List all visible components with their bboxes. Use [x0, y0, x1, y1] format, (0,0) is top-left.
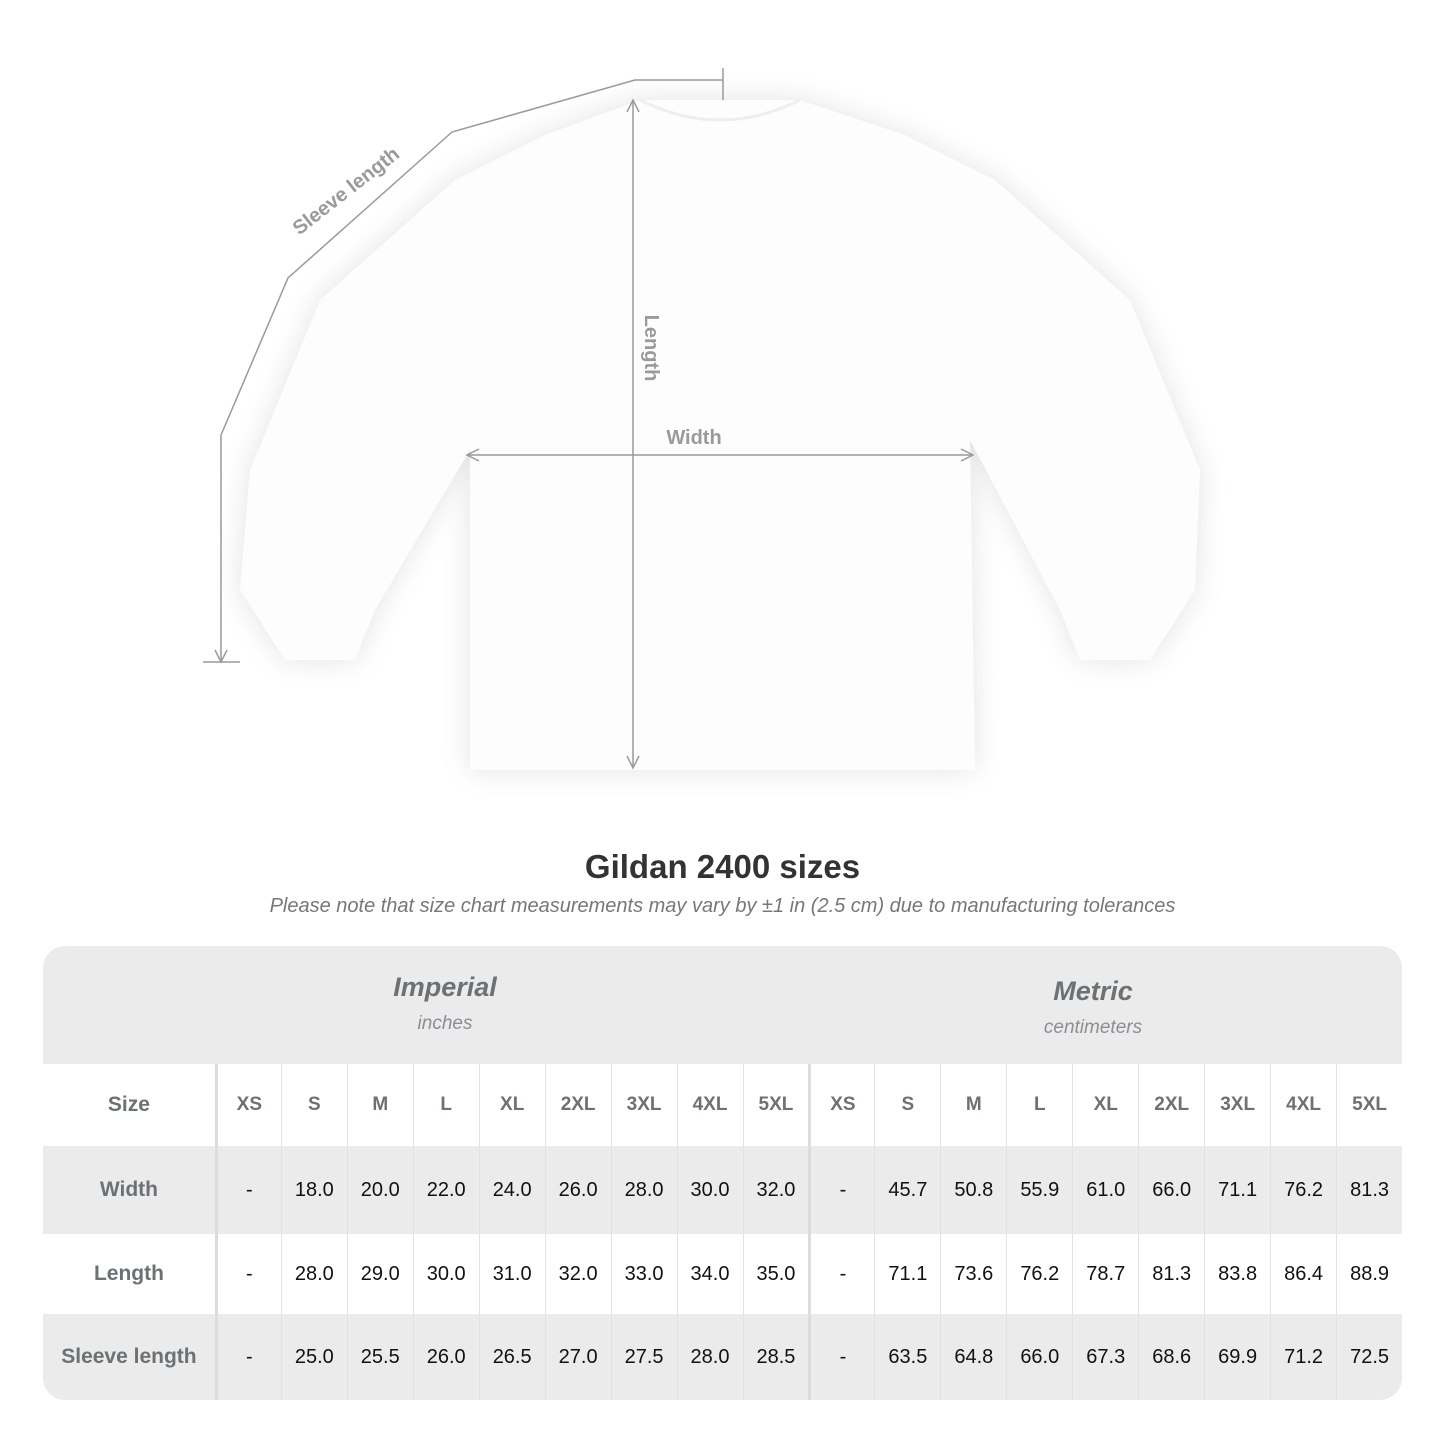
metric-value-cell: 81.3 [1336, 1146, 1402, 1234]
imperial-value-cell: 27.5 [610, 1314, 677, 1400]
metric-value-cell: 81.3 [1138, 1234, 1204, 1314]
size-header-cell: 3XL [610, 1064, 677, 1146]
metric-value-cell: 69.9 [1204, 1314, 1270, 1400]
page-title: Gildan 2400 sizes [584, 848, 861, 885]
size-header-cell: 2XL [1138, 1064, 1204, 1146]
imperial-value-cell: 22.0 [412, 1146, 479, 1234]
size-header-cell: S [874, 1064, 940, 1146]
metric-value-cell: 83.8 [1204, 1234, 1270, 1314]
metric-value-cell: 86.4 [1270, 1234, 1336, 1314]
imperial-value-cell: 32.0 [544, 1234, 611, 1314]
size-header-cell: L [1006, 1064, 1072, 1146]
imperial-value-cell: - [214, 1146, 281, 1234]
row-label: Size [107, 1093, 150, 1116]
size-header-cell: 2XL [544, 1064, 611, 1146]
imperial-value-cell: 32.0 [742, 1146, 809, 1234]
table-header-row: Size XS S M L XL 2XL 3XL 4XL 5XL XS S M L XL 2XL 3XL 4XL 5… [43, 1064, 1402, 1146]
imperial-header: Imperial inches [215, 972, 675, 1035]
table-header-band [43, 946, 1402, 1064]
row-label: Width [99, 1178, 158, 1201]
imperial-value-cell: 30.0 [676, 1146, 743, 1234]
shirt-collar [639, 98, 801, 122]
metric-header: Metric centimeters [863, 976, 1323, 1039]
size-header-cell: XL [1072, 1064, 1138, 1146]
imperial-value-cell: 31.0 [478, 1234, 545, 1314]
metric-value-cell: - [808, 1234, 874, 1314]
imperial-value-cell: 29.0 [346, 1234, 413, 1314]
imperial-value-cell: 28.0 [280, 1234, 347, 1314]
metric-value-cell: 73.6 [940, 1234, 1006, 1314]
tolerance-note: Please note that size chart measurements… [269, 895, 1176, 917]
imperial-value-cell: 28.5 [742, 1314, 809, 1400]
metric-value-cell: 78.7 [1072, 1234, 1138, 1314]
size-table: Imperial inches Metric centimeters Size X… [43, 946, 1402, 1400]
imperial-value-cell: - [214, 1234, 281, 1314]
size-header-cell: 3XL [1204, 1064, 1270, 1146]
metric-value-cell: 64.8 [940, 1314, 1006, 1400]
metric-value-cell: - [808, 1146, 874, 1234]
measure-lines [203, 68, 975, 770]
metric-value-cell: - [808, 1314, 874, 1400]
metric-value-cell: 55.9 [1006, 1146, 1072, 1234]
imperial-value-cell: 18.0 [280, 1146, 347, 1234]
size-header-cell: 5XL [742, 1064, 809, 1146]
metric-unit: centimeters [1043, 1017, 1143, 1038]
metric-value-cell: 66.0 [1138, 1146, 1204, 1234]
metric-value-cell: 76.2 [1006, 1234, 1072, 1314]
metric-value-cell: 76.2 [1270, 1146, 1336, 1234]
imperial-value-cell: 27.0 [544, 1314, 611, 1400]
imperial-unit: inches [417, 1013, 473, 1034]
table-row: Sleeve length -25.0 25.5 26.0 26.5 27.0 27.5 28… [43, 1314, 1402, 1400]
imperial-value-cell: 24.0 [478, 1146, 545, 1234]
width-label: Width [666, 427, 721, 449]
imperial-value-cell: 25.0 [280, 1314, 347, 1400]
metric-value-cell: 67.3 [1072, 1314, 1138, 1400]
size-header-cell: M [940, 1064, 1006, 1146]
imperial-title: Imperial [393, 972, 497, 1002]
metric-value-cell: 50.8 [940, 1146, 1006, 1234]
size-header-cell: XS [808, 1064, 874, 1146]
size-header-cell: 4XL [676, 1064, 743, 1146]
length-label: Length [640, 315, 662, 382]
metric-value-cell: 61.0 [1072, 1146, 1138, 1234]
imperial-value-cell: 28.0 [676, 1314, 743, 1400]
imperial-value-cell: 20.0 [346, 1146, 413, 1234]
metric-value-cell: 71.1 [874, 1234, 940, 1314]
imperial-value-cell: 25.5 [346, 1314, 413, 1400]
size-header-cell: M [346, 1064, 413, 1146]
shirt-body [240, 100, 1200, 770]
metric-value-cell: 71.2 [1270, 1314, 1336, 1400]
imperial-value-cell: 30.0 [412, 1234, 479, 1314]
metric-value-cell: 71.1 [1204, 1146, 1270, 1234]
imperial-value-cell: 26.0 [544, 1146, 611, 1234]
metric-value-cell: 88.9 [1336, 1234, 1402, 1314]
imperial-value-cell: 28.0 [610, 1146, 677, 1234]
size-header-cell: XL [478, 1064, 545, 1146]
metric-value-cell: 68.6 [1138, 1314, 1204, 1400]
metric-title: Metric [1053, 976, 1133, 1006]
table-row: Length -28.0 29.0 30.0 31.0 32.0 33.0 34.0 35.0-… [43, 1234, 1402, 1314]
shirt-diagram: Sleeve length Length Width [203, 68, 1200, 770]
size-header-cell: S [280, 1064, 347, 1146]
size-header-cell: XS [214, 1064, 281, 1146]
imperial-value-cell: 34.0 [676, 1234, 743, 1314]
row-label: Sleeve length [61, 1345, 197, 1368]
size-header-cell: 4XL [1270, 1064, 1336, 1146]
imperial-value-cell: 26.0 [412, 1314, 479, 1400]
row-label: Length [93, 1262, 164, 1285]
imperial-value-cell: 26.5 [478, 1314, 545, 1400]
metric-value-cell: 45.7 [874, 1146, 940, 1234]
size-header-cell: L [412, 1064, 479, 1146]
imperial-value-cell: 35.0 [742, 1234, 809, 1314]
table-row: Width -18.0 20.0 22.0 24.0 26.0 28.0 30.0 32.0-4… [43, 1146, 1402, 1234]
metric-value-cell: 63.5 [874, 1314, 940, 1400]
imperial-value-cell: - [214, 1314, 281, 1400]
imperial-value-cell: 33.0 [610, 1234, 677, 1314]
metric-value-cell: 66.0 [1006, 1314, 1072, 1400]
metric-value-cell: 72.5 [1336, 1314, 1402, 1400]
size-header-cell: 5XL [1336, 1064, 1402, 1146]
